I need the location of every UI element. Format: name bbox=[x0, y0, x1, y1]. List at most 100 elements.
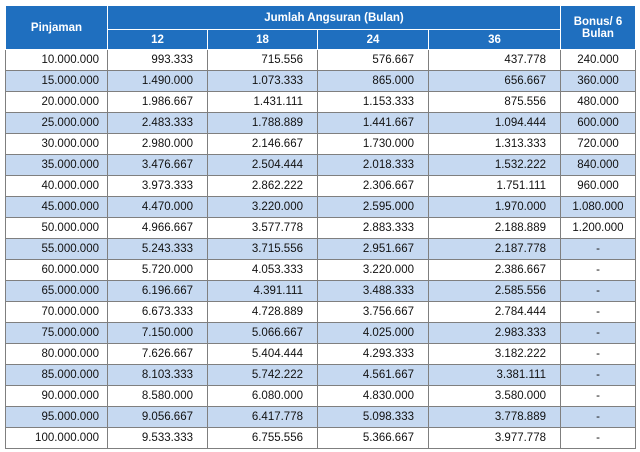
installment-cell: 6.080.000 bbox=[207, 385, 318, 407]
installment-cell: 3.580.000 bbox=[428, 385, 561, 407]
installment-cell: 4.830.000 bbox=[317, 385, 429, 407]
table-row: 15.000.000 1.490.000 1.073.333 865.000 656.6… bbox=[5, 70, 636, 92]
loan-cell: 85.000.000 bbox=[5, 364, 108, 386]
bonus-cell: 1.200.000 bbox=[560, 217, 636, 239]
installment-cell: 3.756.667 bbox=[317, 301, 429, 323]
installment-cell: 2.483.333 bbox=[107, 112, 208, 134]
installment-cell: 9.056.667 bbox=[107, 406, 208, 428]
loan-cell: 20.000.000 bbox=[5, 91, 108, 113]
installment-cell: 437.778 bbox=[428, 49, 561, 71]
installment-cell: 3.977.778 bbox=[428, 427, 561, 449]
installment-cell: 2.595.000 bbox=[317, 196, 429, 218]
installment-cell: 4.391.111 bbox=[207, 280, 318, 302]
loan-cell: 90.000.000 bbox=[5, 385, 108, 407]
table-row: 30.000.000 2.980.000 2.146.667 1.730.000 1.3… bbox=[5, 133, 636, 155]
bonus-cell: 840.000 bbox=[560, 154, 636, 176]
installment-cell: 1.532.222 bbox=[428, 154, 561, 176]
group-header: Jumlah Angsuran (Bulan) bbox=[107, 5, 561, 30]
bonus-cell: - bbox=[560, 238, 636, 260]
term-header: 18 bbox=[207, 29, 318, 50]
installment-cell: 1.490.000 bbox=[107, 70, 208, 92]
installment-cell: 2.386.667 bbox=[428, 259, 561, 281]
loan-cell: 10.000.000 bbox=[5, 49, 108, 71]
table-row: 90.000.000 8.580.000 6.080.000 4.830.000 3.5… bbox=[5, 385, 636, 407]
installment-cell: 2.146.667 bbox=[207, 133, 318, 155]
table-row: 75.000.000 7.150.000 5.066.667 4.025.000 2.9… bbox=[5, 322, 636, 344]
bonus-cell: - bbox=[560, 427, 636, 449]
table-row: 55.000.000 5.243.333 3.715.556 2.951.667 2.1… bbox=[5, 238, 636, 260]
installment-cell: 6.417.778 bbox=[207, 406, 318, 428]
installment-cell: 715.556 bbox=[207, 49, 318, 71]
installment-cell: 2.983.333 bbox=[428, 322, 561, 344]
loan-cell: 25.000.000 bbox=[5, 112, 108, 134]
installment-cell: 3.577.778 bbox=[207, 217, 318, 239]
table-row: 40.000.000 3.973.333 2.862.222 2.306.667 1.7… bbox=[5, 175, 636, 197]
installment-cell: 5.243.333 bbox=[107, 238, 208, 260]
table-row: 85.000.000 8.103.333 5.742.222 4.561.667 3.3… bbox=[5, 364, 636, 386]
loan-cell: 100.000.000 bbox=[5, 427, 108, 449]
installment-cell: 1.313.333 bbox=[428, 133, 561, 155]
bonus-cell: 240.000 bbox=[560, 49, 636, 71]
bonus-cell: - bbox=[560, 259, 636, 281]
installment-cell: 576.667 bbox=[317, 49, 429, 71]
installment-cell: 875.556 bbox=[428, 91, 561, 113]
bonus-cell: - bbox=[560, 322, 636, 344]
installment-cell: 1.073.333 bbox=[207, 70, 318, 92]
installment-cell: 4.025.000 bbox=[317, 322, 429, 344]
loan-cell: 40.000.000 bbox=[5, 175, 108, 197]
loan-cell: 75.000.000 bbox=[5, 322, 108, 344]
installment-cell: 2.980.000 bbox=[107, 133, 208, 155]
loan-header: Pinjaman bbox=[5, 5, 108, 50]
installment-cell: 4.053.333 bbox=[207, 259, 318, 281]
installment-table: Pinjaman Jumlah Angsuran (Bulan) Bonus/ … bbox=[5, 5, 636, 449]
installment-cell: 2.862.222 bbox=[207, 175, 318, 197]
installment-cell: 1.986.667 bbox=[107, 91, 208, 113]
bonus-cell: - bbox=[560, 301, 636, 323]
table-row: 25.000.000 2.483.333 1.788.889 1.441.667 1.0… bbox=[5, 112, 636, 134]
table-row: 95.000.000 9.056.667 6.417.778 5.098.333 3.7… bbox=[5, 406, 636, 428]
loan-cell: 65.000.000 bbox=[5, 280, 108, 302]
bonus-cell: 360.000 bbox=[560, 70, 636, 92]
installment-cell: 7.626.667 bbox=[107, 343, 208, 365]
table-row: 60.000.000 5.720.000 4.053.333 3.220.000 2.3… bbox=[5, 259, 636, 281]
installment-cell: 9.533.333 bbox=[107, 427, 208, 449]
installment-cell: 4.293.333 bbox=[317, 343, 429, 365]
installment-cell: 5.404.444 bbox=[207, 343, 318, 365]
table-body: 10.000.000 993.333 715.556 576.667 437.778 24… bbox=[5, 49, 636, 449]
installment-cell: 4.470.000 bbox=[107, 196, 208, 218]
loan-cell: 70.000.000 bbox=[5, 301, 108, 323]
table-row: 100.000.000 9.533.333 6.755.556 5.366.667 3.… bbox=[5, 427, 636, 449]
installment-cell: 2.018.333 bbox=[317, 154, 429, 176]
bonus-cell: 1.080.000 bbox=[560, 196, 636, 218]
loan-cell: 80.000.000 bbox=[5, 343, 108, 365]
table-row: 70.000.000 6.673.333 4.728.889 3.756.667 2.7… bbox=[5, 301, 636, 323]
loan-cell: 60.000.000 bbox=[5, 259, 108, 281]
installment-cell: 2.585.556 bbox=[428, 280, 561, 302]
installment-cell: 2.883.333 bbox=[317, 217, 429, 239]
bonus-cell: - bbox=[560, 280, 636, 302]
table-row: 10.000.000 993.333 715.556 576.667 437.778 24… bbox=[5, 49, 636, 71]
installment-cell: 865.000 bbox=[317, 70, 429, 92]
installment-cell: 3.220.000 bbox=[207, 196, 318, 218]
term-header: 24 bbox=[317, 29, 429, 50]
loan-cell: 95.000.000 bbox=[5, 406, 108, 428]
loan-cell: 55.000.000 bbox=[5, 238, 108, 260]
term-header: 12 bbox=[107, 29, 208, 50]
installment-cell: 2.306.667 bbox=[317, 175, 429, 197]
table-row: 80.000.000 7.626.667 5.404.444 4.293.333 3.1… bbox=[5, 343, 636, 365]
loan-cell: 15.000.000 bbox=[5, 70, 108, 92]
table-row: 35.000.000 3.476.667 2.504.444 2.018.333 1.5… bbox=[5, 154, 636, 176]
table-row: 45.000.000 4.470.000 3.220.000 2.595.000 1.9… bbox=[5, 196, 636, 218]
loan-cell: 35.000.000 bbox=[5, 154, 108, 176]
bonus-cell: - bbox=[560, 364, 636, 386]
installment-cell: 7.150.000 bbox=[107, 322, 208, 344]
installment-cell: 656.667 bbox=[428, 70, 561, 92]
installment-cell: 3.715.556 bbox=[207, 238, 318, 260]
installment-cell: 2.188.889 bbox=[428, 217, 561, 239]
installment-cell: 2.951.667 bbox=[317, 238, 429, 260]
installment-cell: 4.966.667 bbox=[107, 217, 208, 239]
term-header: 36 bbox=[428, 29, 561, 50]
installment-cell: 5.720.000 bbox=[107, 259, 208, 281]
installment-cell: 3.381.111 bbox=[428, 364, 561, 386]
bonus-cell: 480.000 bbox=[560, 91, 636, 113]
